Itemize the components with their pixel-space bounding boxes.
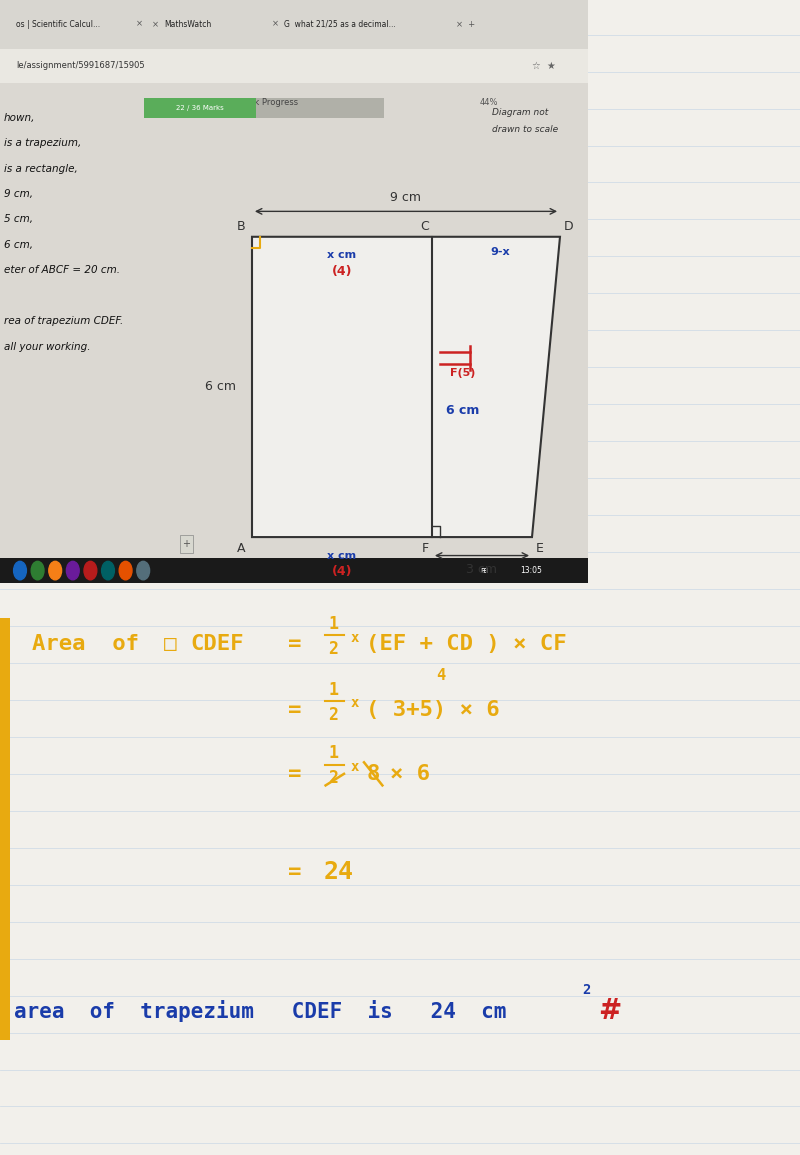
Text: 13:05: 13:05 [520, 566, 542, 575]
Text: 2: 2 [582, 983, 590, 997]
Text: 6 cm: 6 cm [205, 380, 236, 394]
Text: 9 cm,: 9 cm, [4, 189, 33, 199]
Text: ☆  ★: ☆ ★ [532, 61, 556, 70]
Text: is a rectangle,: is a rectangle, [4, 164, 78, 173]
Text: (4): (4) [332, 264, 352, 278]
Text: E: E [536, 542, 544, 554]
Text: Diagram not: Diagram not [492, 107, 548, 117]
Text: all your working.: all your working. [4, 342, 90, 351]
Text: B: B [237, 221, 246, 233]
Text: 9-x: 9-x [490, 247, 510, 256]
Text: drawn to scale: drawn to scale [492, 125, 558, 134]
Text: x: x [350, 760, 358, 774]
Bar [144, 98, 256, 118]
Bar [0, 558, 588, 583]
Text: 44%: 44% [480, 98, 498, 107]
Text: eter of ABCF = 20 cm.: eter of ABCF = 20 cm. [4, 266, 120, 275]
Bar [0, 83, 588, 558]
Text: 22 / 36 Marks: 22 / 36 Marks [176, 105, 224, 111]
Text: C: C [420, 221, 429, 233]
Text: F(5): F(5) [450, 368, 475, 378]
Text: Area  of: Area of [32, 634, 139, 655]
Text: A: A [237, 542, 246, 554]
Text: □: □ [164, 634, 177, 655]
Text: 5 cm,: 5 cm, [4, 215, 33, 224]
Bar [0, 618, 10, 1040]
Text: is a trapezium,: is a trapezium, [4, 139, 82, 148]
Bar [180, 535, 193, 553]
Text: le/assignment/5991687/15905: le/assignment/5991687/15905 [16, 61, 145, 70]
Text: 1: 1 [328, 680, 338, 699]
Text: ×  +: × + [456, 20, 475, 29]
Text: G  what 21/25 as a decimal...: G what 21/25 as a decimal... [284, 20, 396, 29]
Text: =: = [288, 634, 302, 655]
Circle shape [119, 561, 132, 580]
Text: ⊞: ⊞ [480, 566, 487, 575]
Text: D: D [564, 221, 574, 233]
Text: x: x [350, 696, 358, 710]
Text: ×: × [152, 20, 162, 29]
Text: x: x [350, 631, 358, 644]
Text: F: F [422, 542, 429, 554]
Bar [0, 0, 588, 49]
Circle shape [31, 561, 44, 580]
Text: 2: 2 [328, 769, 338, 788]
Text: area  of  trapezium   CDEF  is   24  cm: area of trapezium CDEF is 24 cm [14, 999, 506, 1022]
Text: 1: 1 [328, 744, 338, 762]
Circle shape [14, 561, 26, 580]
Text: (4): (4) [332, 565, 352, 579]
Text: × 6: × 6 [390, 763, 430, 784]
Text: hown,: hown, [4, 113, 35, 122]
Text: =: = [288, 700, 302, 721]
Text: x cm: x cm [327, 251, 357, 260]
Text: Homework Progress: Homework Progress [214, 98, 298, 107]
Circle shape [137, 561, 150, 580]
Text: 6 cm: 6 cm [446, 403, 480, 417]
Text: 24: 24 [324, 860, 354, 884]
Text: os | Scientific Calcul...: os | Scientific Calcul... [16, 20, 100, 29]
Text: ×: × [272, 20, 279, 29]
Circle shape [49, 561, 62, 580]
Text: 9 cm: 9 cm [390, 191, 422, 204]
Text: 3 cm: 3 cm [466, 562, 498, 576]
Circle shape [66, 561, 79, 580]
Text: =: = [288, 763, 302, 784]
Text: +: + [182, 539, 190, 549]
Text: ( 3+5) × 6: ( 3+5) × 6 [366, 700, 500, 721]
Text: rea of trapezium CDEF.: rea of trapezium CDEF. [4, 316, 123, 326]
Text: 1: 1 [328, 614, 338, 633]
Text: ×: × [136, 20, 143, 29]
Text: MathsWatch: MathsWatch [164, 20, 211, 29]
Text: (EF + CD ) × CF: (EF + CD ) × CF [366, 634, 567, 655]
Text: 6 cm,: 6 cm, [4, 240, 33, 249]
Polygon shape [252, 237, 560, 537]
Text: 8: 8 [366, 763, 380, 784]
Circle shape [84, 561, 97, 580]
Text: 2: 2 [328, 706, 338, 724]
Circle shape [102, 561, 114, 580]
Text: 4: 4 [436, 669, 445, 683]
Text: CDEF: CDEF [190, 634, 244, 655]
Bar [144, 98, 384, 118]
Text: 2: 2 [328, 640, 338, 658]
Text: #: # [598, 997, 622, 1024]
Bar [0, 49, 588, 83]
Bar [0, 0, 588, 583]
Text: =: = [288, 862, 302, 882]
Text: x cm: x cm [327, 551, 357, 560]
